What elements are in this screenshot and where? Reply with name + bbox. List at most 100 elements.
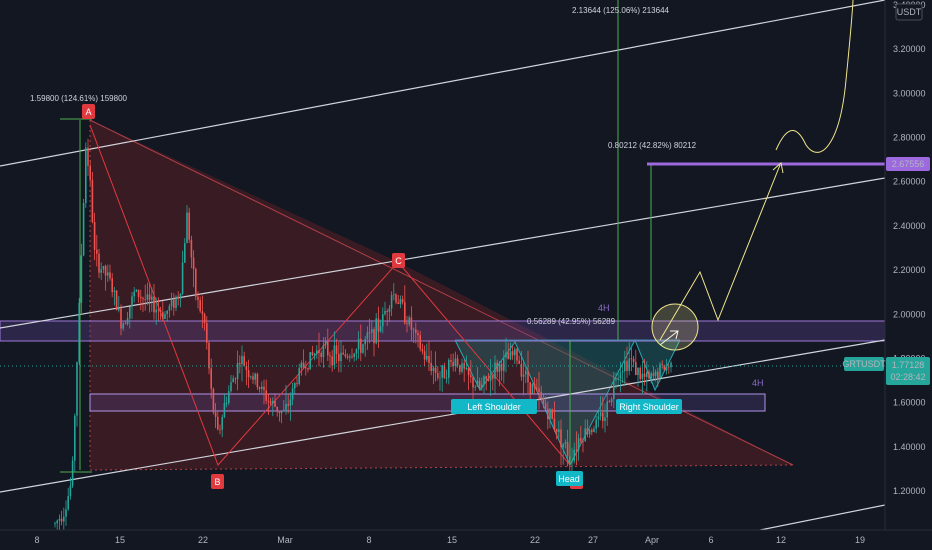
candle-body	[375, 318, 377, 344]
candle-body	[74, 415, 76, 461]
candle-body	[419, 335, 421, 350]
candle-body	[67, 496, 69, 510]
time-tick-label: 8	[34, 535, 39, 545]
candle-body	[509, 351, 512, 360]
time-tick-label: 27	[588, 535, 598, 545]
candle-body	[551, 409, 553, 419]
channel-line-low	[0, 339, 886, 493]
candle-body	[181, 262, 184, 294]
candle-body	[239, 363, 241, 365]
measure-label-target: 0.80212 (42.82%) 80212	[608, 141, 697, 150]
candle-body	[619, 372, 622, 379]
time-tick-label: 19	[855, 535, 865, 545]
candle-body	[505, 352, 507, 358]
candle-body	[316, 350, 318, 354]
candle-body	[615, 379, 617, 381]
candle-body	[362, 344, 364, 353]
candle-body	[401, 299, 404, 303]
candle-body	[670, 362, 672, 368]
candle-body	[87, 147, 89, 166]
candle-body	[608, 401, 611, 403]
candle-body	[630, 358, 633, 360]
candle-body	[243, 356, 245, 367]
price-tick-label: 1.40000	[893, 442, 926, 452]
time-tick-label: 15	[115, 535, 125, 545]
candle-body	[311, 352, 314, 356]
candle-body	[234, 378, 237, 380]
candle-body	[580, 438, 582, 441]
candle-body	[151, 296, 153, 300]
marker-a: A	[82, 104, 95, 119]
marker-c: C	[392, 253, 405, 268]
candle-body	[190, 239, 193, 258]
candle-body	[278, 410, 281, 413]
candle-body	[360, 338, 362, 353]
candle-body	[245, 366, 248, 371]
candle-body	[159, 310, 162, 313]
candle-body	[582, 440, 584, 442]
candle-body	[610, 399, 613, 403]
candle-body	[542, 398, 545, 404]
candle-body	[527, 370, 529, 383]
candle-body	[470, 375, 472, 378]
candle-body	[331, 356, 333, 366]
candle-body	[586, 428, 589, 435]
candle-body	[71, 460, 74, 486]
candle-body	[549, 409, 551, 419]
candle-body	[146, 294, 149, 300]
candle-body	[175, 296, 177, 308]
price-tick-label: 2.20000	[893, 265, 926, 275]
candle-body	[252, 376, 254, 380]
time-tick-label: 8	[366, 535, 371, 545]
candle-body	[269, 401, 272, 404]
timeframe-label-1: 4H	[598, 303, 610, 313]
candle-body	[56, 520, 58, 524]
candlesticks	[54, 138, 672, 535]
candle-body	[298, 368, 300, 384]
candle-body	[342, 352, 344, 355]
marker-b-text: B	[214, 477, 220, 487]
candle-body	[434, 367, 437, 374]
candle-body	[357, 338, 360, 350]
candle-body	[377, 318, 380, 332]
time-tick-label: Mar	[277, 535, 293, 545]
candle-body	[60, 518, 63, 522]
candle-body	[483, 376, 485, 385]
candle-body	[188, 212, 190, 240]
candle-body	[426, 355, 428, 360]
time-axis[interactable]	[0, 530, 885, 550]
candle-body	[164, 313, 166, 319]
candle-body	[355, 349, 358, 354]
candle-body	[437, 373, 439, 378]
candle-body	[529, 382, 531, 394]
candle-body	[661, 364, 663, 366]
candle-body	[588, 429, 591, 435]
candle-body	[179, 293, 182, 299]
candle-body	[300, 362, 303, 369]
candle-body	[120, 308, 122, 329]
candle-body	[107, 272, 109, 276]
candle-body	[318, 350, 320, 353]
candle-body	[650, 373, 652, 379]
candle-body	[98, 253, 100, 273]
candle-body	[597, 416, 600, 420]
price-tick-label: 2.80000	[893, 133, 926, 143]
candle-body	[256, 373, 259, 388]
candle-body	[472, 377, 474, 388]
candle-body	[364, 338, 366, 345]
candle-body	[254, 373, 256, 380]
candle-body	[335, 345, 338, 354]
candle-body	[327, 341, 329, 356]
price-axis[interactable]	[885, 0, 932, 530]
candle-body	[503, 357, 505, 371]
candle-body	[129, 306, 131, 319]
candle-body	[555, 428, 558, 432]
projection-path	[659, 164, 781, 341]
candle-body	[606, 401, 608, 418]
candle-body	[621, 371, 624, 373]
candle-body	[258, 387, 261, 389]
candle-body	[397, 302, 399, 304]
marker-b: B	[211, 474, 224, 489]
candle-body	[221, 417, 223, 430]
